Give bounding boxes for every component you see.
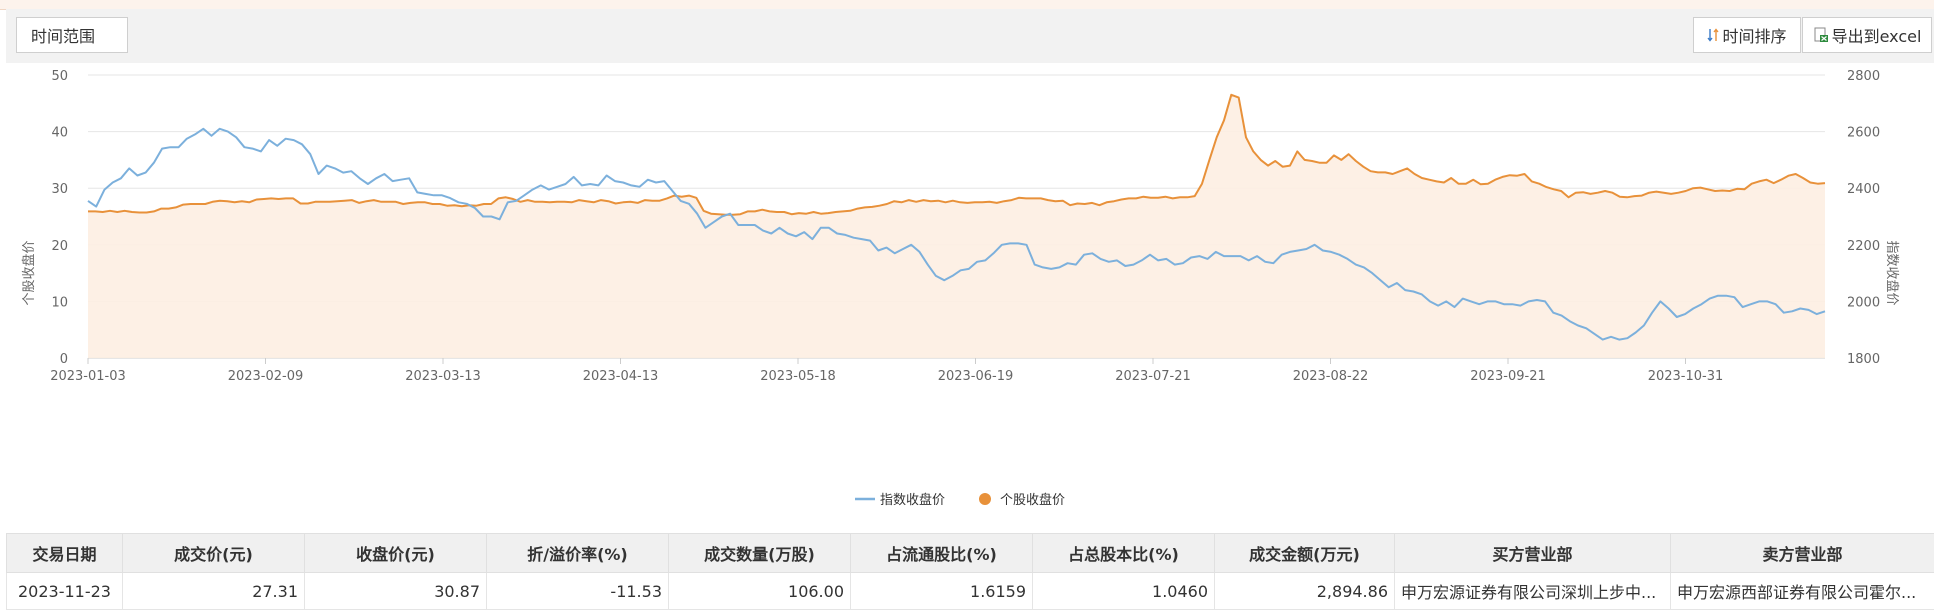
x-tick-label: 2023-08-22 — [1293, 369, 1369, 384]
cell-volume: 106.00 — [668, 572, 851, 610]
legend-index-label: 指数收盘价 — [880, 492, 945, 508]
y-right-tick-label: 2000 — [1847, 295, 1880, 310]
time-range-label: 时间范围 — [31, 27, 96, 46]
col-float-ratio[interactable]: 占流通股比(%) — [850, 533, 1033, 573]
price-chart-svg: 0 10 20 30 40 50 1800 2000 2200 2400 2600 2800 2023-… — [21, 69, 1900, 508]
y-right-tick-label: 2200 — [1847, 239, 1880, 254]
legend-stock-marker — [979, 493, 991, 505]
x-tick-label: 2023-02-09 — [228, 369, 304, 384]
cell-seller: 申万宏源西部证券有限公司霍尔... — [1670, 572, 1934, 610]
col-total-ratio[interactable]: 占总股本比(%) — [1032, 533, 1215, 573]
table-row[interactable]: 2023-11-23 27.31 30.87 -11.53 106.00 1.6… — [6, 572, 1934, 610]
y-right-tick-label: 2400 — [1847, 182, 1880, 197]
chart-legend: 指数收盘价 个股收盘价 — [855, 492, 1065, 508]
export-excel-label: 导出到excel — [1831, 27, 1922, 46]
time-sort-button[interactable]: 时间排序 — [1693, 17, 1801, 53]
time-sort-label: 时间排序 — [1722, 27, 1787, 46]
table-header-row: 交易日期 成交价(元) 收盘价(元) 折/溢价率(%) 成交数量(万股) 占流通… — [6, 533, 1934, 573]
x-tick-label: 2023-01-03 — [50, 369, 126, 384]
stock-close-series-area — [88, 94, 1825, 359]
index-close-series-line — [87, 127, 1826, 341]
x-tick-label: 2023-10-31 — [1648, 369, 1724, 384]
col-amount[interactable]: 成交金额(万元) — [1214, 533, 1395, 573]
x-tick-label: 2023-03-13 — [405, 369, 481, 384]
price-chart: 0 10 20 30 40 50 1800 2000 2200 2400 2600 2800 2023-… — [0, 63, 1934, 533]
y-axis-right-label: 指数收盘价 — [1884, 240, 1900, 305]
x-tick-label: 2023-09-21 — [1470, 369, 1546, 384]
cell-buyer: 申万宏源证券有限公司深圳上步中... — [1394, 572, 1671, 610]
stock-close-series-line — [88, 93, 1826, 216]
y-left-tick-label: 30 — [51, 182, 68, 197]
y-left-tick-label: 10 — [51, 295, 68, 310]
cell-amount: 2,894.86 — [1214, 572, 1395, 610]
col-buyer[interactable]: 买方营业部 — [1394, 533, 1671, 573]
y-axis-left-label: 个股收盘价 — [21, 240, 37, 305]
col-premium-rate[interactable]: 折/溢价率(%) — [486, 533, 669, 573]
cell-trade-date: 2023-11-23 — [6, 572, 123, 610]
y-left-tick-label: 20 — [51, 239, 68, 254]
excel-file-icon — [1813, 27, 1829, 43]
export-excel-button[interactable]: 导出到excel — [1802, 17, 1932, 53]
y-left-tick-label: 50 — [51, 69, 68, 84]
legend-stock-label: 个股收盘价 — [1000, 492, 1065, 508]
x-tick-label: 2023-07-21 — [1115, 369, 1191, 384]
col-seller[interactable]: 卖方营业部 — [1670, 533, 1934, 573]
y-left-tick-label: 0 — [60, 352, 68, 367]
x-tick-label: 2023-06-19 — [938, 369, 1014, 384]
col-trade-price[interactable]: 成交价(元) — [122, 533, 305, 573]
cell-premium-rate: -11.53 — [486, 572, 669, 610]
sort-arrows-icon — [1707, 28, 1720, 42]
col-close-price[interactable]: 收盘价(元) — [304, 533, 487, 573]
cell-float-ratio: 1.6159 — [850, 572, 1033, 610]
cell-trade-price: 27.31 — [122, 572, 305, 610]
y-right-tick-label: 1800 — [1847, 352, 1880, 367]
y-left-tick-label: 40 — [51, 126, 68, 141]
time-range-button[interactable]: 时间范围 — [16, 17, 128, 53]
cell-total-ratio: 1.0460 — [1032, 572, 1215, 610]
y-right-tick-label: 2600 — [1847, 126, 1880, 141]
block-trade-table: 交易日期 成交价(元) 收盘价(元) 折/溢价率(%) 成交数量(万股) 占流通… — [6, 533, 1934, 610]
legend-item-stock[interactable]: 个股收盘价 — [979, 492, 1065, 508]
cell-close-price: 30.87 — [304, 572, 487, 610]
x-tick-label: 2023-05-18 — [760, 369, 836, 384]
toolbar: 时间范围 时间排序 导出到excel — [6, 9, 1934, 63]
col-trade-date[interactable]: 交易日期 — [6, 533, 123, 573]
y-right-tick-label: 2800 — [1847, 69, 1880, 84]
x-tick-label: 2023-04-13 — [583, 369, 659, 384]
legend-item-index[interactable]: 指数收盘价 — [855, 492, 945, 508]
col-volume[interactable]: 成交数量(万股) — [668, 533, 851, 573]
